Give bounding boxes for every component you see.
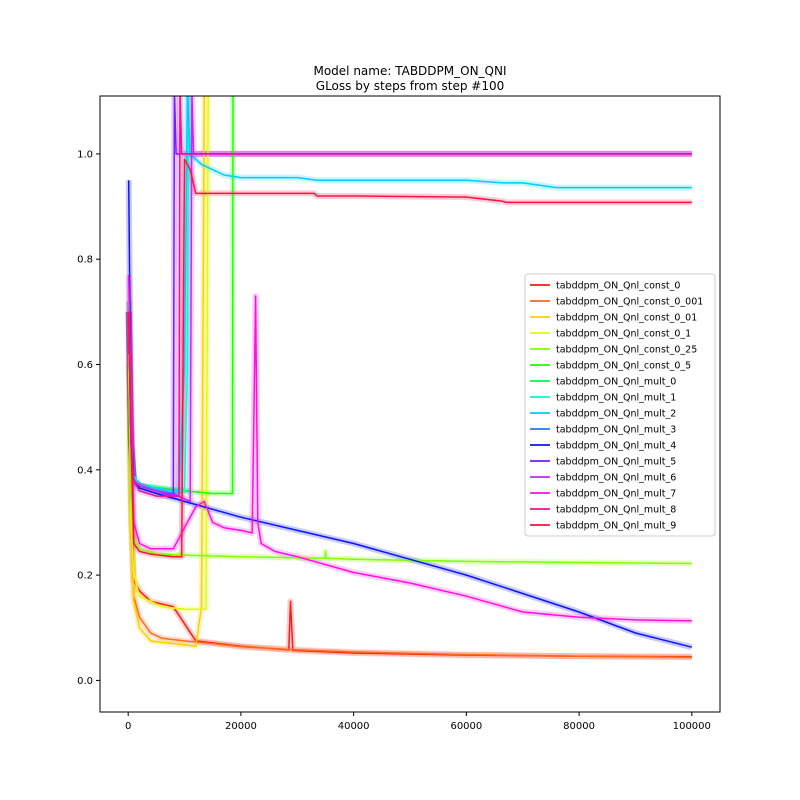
y-tick-label: 0.6 [77,360,93,371]
x-tick-label: 40000 [338,721,370,732]
legend-label: tabddpm_ON_Qnl_mult_7 [556,489,676,500]
series-line-tabddpm_ON_Qnl_mult_8 [127,96,692,497]
legend: tabddpm_ON_Qnl_const_0 tabddpm_ON_Qnl_con… [524,273,716,537]
legend-label: tabddpm_ON_Qnl_const_0_001 [556,297,703,308]
series-line-tabddpm_ON_Qnl_mult_9 [127,158,692,558]
legend-label: tabddpm_ON_Qnl_mult_8 [556,505,676,516]
series-band-tabddpm_ON_Qnl_const_0_1 [125,96,212,613]
y-tick-label: 0.2 [77,571,93,582]
y-tick-label: 0.0 [77,676,93,687]
plot-area-frame [99,95,721,713]
legend-label: tabddpm_ON_Qnl_mult_1 [556,393,676,404]
legend-label: tabddpm_ON_Qnl_mult_9 [556,521,676,532]
legend-label: tabddpm_ON_Qnl_mult_6 [556,473,676,484]
series-line-tabddpm_ON_Qnl_const_0_001 [127,364,692,658]
legend-label: tabddpm_ON_Qnl_mult_5 [556,457,676,468]
legend-frame [524,273,716,537]
y-tick-label: 1.0 [77,149,93,160]
series-line-tabddpm_ON_Qnl_const_0_1 [127,96,209,611]
legend-label: tabddpm_ON_Qnl_const_0 [556,281,680,292]
y-tick-label: 0.8 [77,255,93,266]
legend-label: tabddpm_ON_Qnl_mult_3 [556,425,676,436]
legend-label: tabddpm_ON_Qnl_const_0_5 [556,361,691,372]
y-tick-label: 0.4 [77,465,93,476]
x-tick-label: 100000 [673,721,711,732]
x-tick-label: 60000 [450,721,482,732]
x-tick-label: 20000 [225,721,257,732]
legend-label: tabddpm_ON_Qnl_const_0_01 [556,313,697,324]
series-line-tabddpm_ON_Qnl_mult_2 [127,96,692,492]
legend-label: tabddpm_ON_Qnl_mult_4 [556,441,676,452]
x-tick-label: 0 [125,721,131,732]
chart-title: Model name: TABDDPM_ON_QNI [313,64,506,78]
x-tick-label: 80000 [563,721,595,732]
series-line-tabddpm_ON_Qnl_const_0_25 [127,364,692,565]
chart-subtitle: GLoss by steps from step #100 [316,79,504,93]
legend-label: tabddpm_ON_Qnl_mult_2 [556,409,676,420]
legend-label: tabddpm_ON_Qnl_mult_0 [556,377,676,388]
legend-label: tabddpm_ON_Qnl_const_0_25 [556,345,697,356]
series-line-tabddpm_ON_Qnl_mult_7 [127,274,692,622]
legend-label: tabddpm_ON_Qnl_const_0_1 [556,329,691,340]
